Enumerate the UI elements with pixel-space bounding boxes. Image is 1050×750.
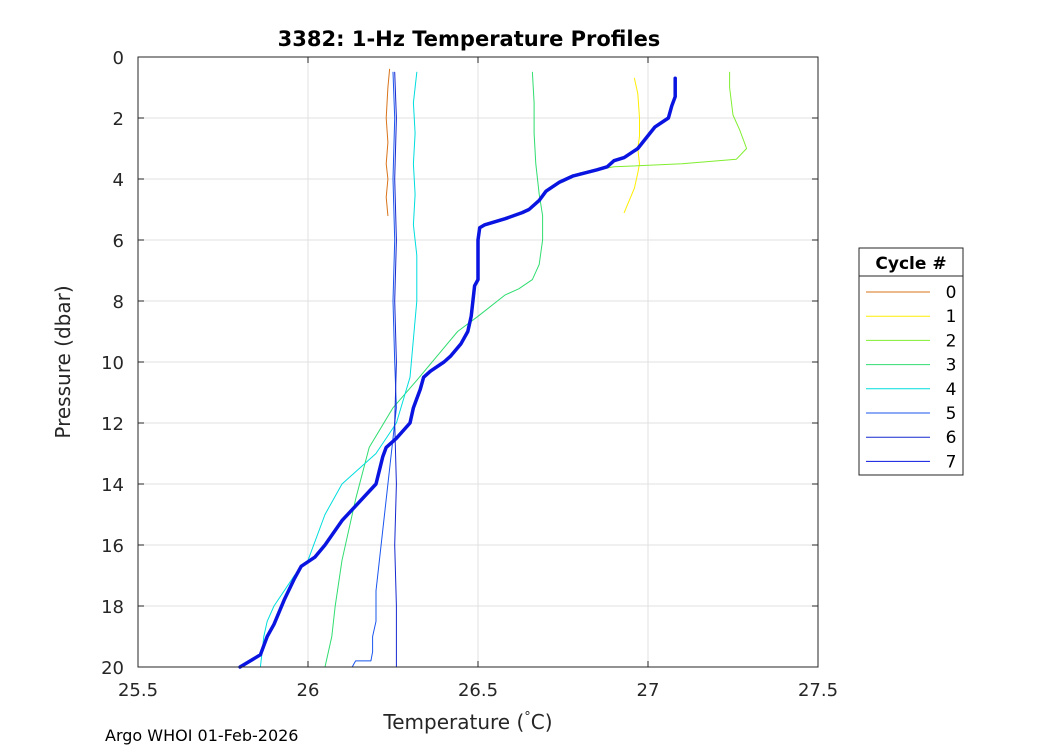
legend-label-cycle-1: 1 xyxy=(946,307,957,327)
legend: Cycle # 0 1 2 3 4 5 6 7 xyxy=(858,247,964,476)
y-tick-label: 16 xyxy=(101,536,124,557)
x-tick-label: 25.5 xyxy=(118,680,158,701)
axis-ticks: 25.5 26 26.5 27 27.5 0 2 4 6 8 10 12 14 16 18 20 xyxy=(101,48,838,701)
series-line-cycle-5 xyxy=(351,71,397,668)
grid xyxy=(138,57,818,667)
x-tick-label: 26.5 xyxy=(458,680,498,701)
series-lines xyxy=(238,68,748,669)
series-line-cycle-0 xyxy=(385,68,391,217)
y-axis-label: Pressure (dbar) xyxy=(51,285,75,438)
y-tick-label: 20 xyxy=(101,658,124,679)
x-axis-label-degree: ° xyxy=(524,710,531,725)
series-line-cycle-7 xyxy=(238,76,677,669)
legend-label-cycle-7: 7 xyxy=(946,452,957,472)
x-axis-label-unit: C) xyxy=(531,710,553,734)
legend-label-cycle-6: 6 xyxy=(946,428,957,448)
y-tick-label: 8 xyxy=(113,292,124,313)
x-axis-label-main: Temperature ( xyxy=(382,710,524,734)
series-line-cycle-3 xyxy=(324,71,544,668)
y-tick-label: 0 xyxy=(113,48,124,69)
y-tick-label: 10 xyxy=(101,353,124,374)
legend-label-cycle-3: 3 xyxy=(946,356,957,376)
x-tick-label: 27.5 xyxy=(798,680,838,701)
y-tick-label: 2 xyxy=(113,109,124,130)
legend-label-cycle-2: 2 xyxy=(946,331,957,351)
legend-label-cycle-5: 5 xyxy=(946,404,957,424)
x-tick-label: 27 xyxy=(637,680,660,701)
y-tick-label: 4 xyxy=(113,170,124,191)
legend-label-cycle-4: 4 xyxy=(946,380,957,400)
y-tick-label: 14 xyxy=(101,475,124,496)
y-tick-label: 12 xyxy=(101,414,124,435)
legend-title: Cycle # xyxy=(875,254,946,274)
footer-credit: Argo WHOI 01-Feb-2026 xyxy=(105,726,298,745)
x-tick-label: 26 xyxy=(297,680,320,701)
x-axis-label: Temperature (°C) xyxy=(382,710,552,734)
series-line-cycle-6 xyxy=(394,71,397,668)
y-tick-label: 18 xyxy=(101,597,124,618)
legend-label-cycle-0: 0 xyxy=(946,283,957,303)
chart-title: 3382: 1-Hz Temperature Profiles xyxy=(278,27,661,51)
series-line-cycle-4 xyxy=(259,71,418,668)
y-tick-label: 6 xyxy=(113,231,124,252)
